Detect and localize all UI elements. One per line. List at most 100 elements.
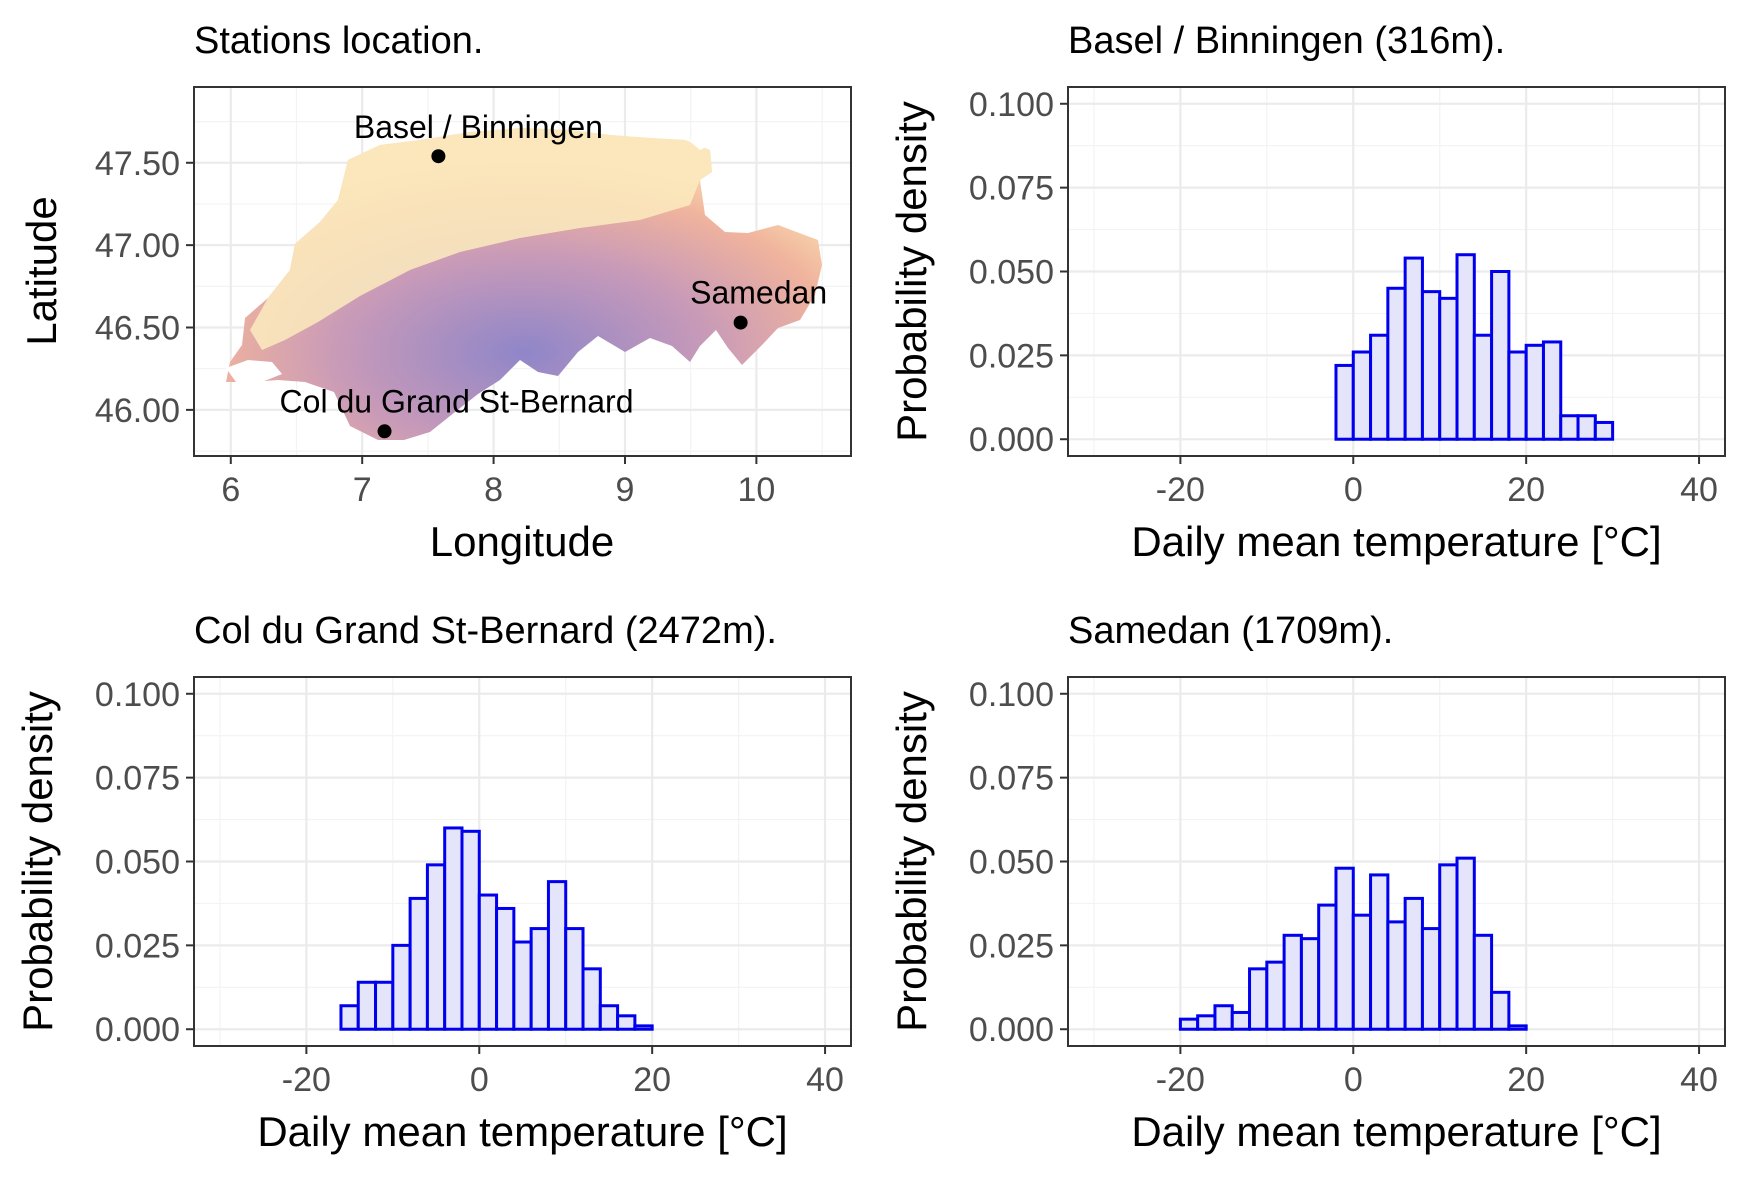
- xtick-label: 40: [806, 1061, 844, 1099]
- histogram-bar: [1317, 903, 1338, 1031]
- map-ylabel: Latitude: [18, 196, 65, 345]
- map-xtick-label: 7: [353, 471, 372, 509]
- map-frame: [193, 86, 852, 457]
- map-stations: Basel / Binningen Samedan Col du Grand St-…: [280, 109, 827, 439]
- ytick-label: 0.000: [969, 421, 1054, 459]
- histogram-bar: [1369, 873, 1390, 1031]
- histogram-bar: [391, 943, 412, 1031]
- histogram-bar: [1299, 937, 1321, 1031]
- histogram-bar: [1472, 333, 1494, 441]
- map-ytick-label: 46.50: [95, 310, 180, 348]
- lake-geneva: [226, 360, 282, 382]
- map-ytick-label: 47.00: [95, 227, 180, 265]
- station-marker: [431, 149, 446, 164]
- panel-ylabel: Probability density: [888, 101, 935, 442]
- histogram-bar: [546, 880, 568, 1031]
- histogram-bar: [616, 1014, 637, 1031]
- histogram-bar: [1403, 896, 1424, 1031]
- histogram-bar: [1334, 363, 1355, 441]
- histogram-bar: [425, 863, 447, 1031]
- histogram-basel: Basel / Binningen (316m). -20 0 20 40 0.000 0.…: [888, 20, 1726, 565]
- map-ytick-label: 47.50: [95, 145, 180, 183]
- ytick-label: 0.000: [95, 1011, 180, 1049]
- ytick-label: 0.100: [969, 676, 1054, 714]
- map-ytick-label: 46.00: [95, 392, 180, 430]
- station-marker: [733, 315, 748, 330]
- histogram-bar: [512, 940, 533, 1031]
- histogram-bars: [339, 826, 654, 1031]
- map-axes: 6 7 8 9 10 46.00 46.50 47.00 47.50: [95, 145, 775, 509]
- histogram-bar: [356, 980, 378, 1031]
- ytick-label: 0.025: [969, 927, 1054, 965]
- histogram-bar: [1455, 253, 1476, 441]
- histogram-bar: [1524, 343, 1545, 441]
- histogram-bars: [1178, 856, 1528, 1031]
- histogram-bar: [1490, 990, 1511, 1031]
- histogram-bar: [495, 906, 516, 1031]
- histogram-bar: [1248, 967, 1269, 1031]
- panel-title: Col du Grand St-Bernard (2472m).: [194, 610, 777, 652]
- map-xtick-label: 6: [221, 471, 240, 509]
- ytick-label: 0.075: [969, 760, 1054, 798]
- histogram-bar: [1472, 933, 1494, 1031]
- panel-ylabel: Probability density: [888, 691, 935, 1032]
- histogram-bar: [1438, 863, 1459, 1031]
- histogram-grand-st-bernard: Col du Grand St-Bernard (2472m). -20 0 20 40…: [14, 610, 852, 1155]
- panel-xlabel: Daily mean temperature [°C]: [257, 1108, 787, 1155]
- histogram-bar: [1507, 1024, 1528, 1031]
- histogram-bar: [1576, 414, 1597, 441]
- xtick-label: 20: [1507, 1061, 1545, 1099]
- histogram-bar: [1541, 340, 1563, 441]
- histogram-samedan: Samedan (1709m). -20 0 20 40 0.000 0.025 0.050 0…: [888, 610, 1726, 1155]
- xtick-label: 0: [1344, 471, 1363, 509]
- histogram-bar: [564, 927, 585, 1031]
- histogram-bar: [1351, 350, 1373, 441]
- histogram-bar: [460, 829, 481, 1031]
- station-label: Col du Grand St-Bernard: [280, 383, 634, 419]
- histogram-bar: [1351, 913, 1373, 1031]
- map-xtick-label: 9: [616, 471, 635, 509]
- ytick-label: 0.050: [969, 254, 1054, 292]
- xtick-label: 40: [1680, 471, 1718, 509]
- histogram-bar: [339, 1004, 360, 1031]
- xtick-label: -20: [282, 1061, 331, 1099]
- histogram-bar: [374, 980, 395, 1031]
- ytick-label: 0.050: [95, 844, 180, 882]
- ytick-label: 0.100: [969, 86, 1054, 124]
- panel-title: Samedan (1709m).: [1068, 610, 1393, 652]
- histogram-bar: [1213, 1004, 1234, 1031]
- xtick-label: 20: [633, 1061, 671, 1099]
- histogram-bar: [598, 1004, 620, 1031]
- elevation-map: [226, 128, 822, 440]
- panel-title: Basel / Binningen (316m).: [1068, 20, 1505, 62]
- histogram-bar: [581, 967, 602, 1031]
- xtick-label: -20: [1156, 1061, 1205, 1099]
- histogram-bar: [408, 896, 429, 1031]
- histogram-bar: [1507, 350, 1528, 441]
- panel-xlabel: Daily mean temperature [°C]: [1131, 1108, 1661, 1155]
- histogram-bars: [1334, 253, 1615, 441]
- panel-xlabel: Daily mean temperature [°C]: [1131, 518, 1661, 565]
- ytick-label: 0.075: [95, 760, 180, 798]
- histogram-bar: [1593, 420, 1615, 441]
- histogram-bar: [1438, 296, 1459, 441]
- histogram-bar: [1490, 270, 1511, 441]
- map-xtick-label: 8: [484, 471, 503, 509]
- histogram-bar: [1282, 933, 1303, 1031]
- xtick-label: -20: [1156, 471, 1205, 509]
- station-label: Samedan: [690, 275, 827, 311]
- station-marker: [377, 424, 392, 439]
- ytick-label: 0.025: [95, 927, 180, 965]
- ytick-label: 0.050: [969, 844, 1054, 882]
- histogram-bar: [477, 893, 499, 1031]
- map-panel: Stations location. 6 7 8 9 10 46.00 46.50 47.00…: [18, 20, 852, 565]
- histogram-bar: [1196, 1014, 1217, 1031]
- plateau-overlay: [250, 128, 712, 350]
- map-xlabel: Longitude: [430, 518, 615, 565]
- histogram-bar: [1334, 866, 1355, 1031]
- histogram-bar: [1559, 414, 1580, 441]
- histogram-bar: [1420, 290, 1442, 441]
- histogram-bar: [1455, 856, 1476, 1031]
